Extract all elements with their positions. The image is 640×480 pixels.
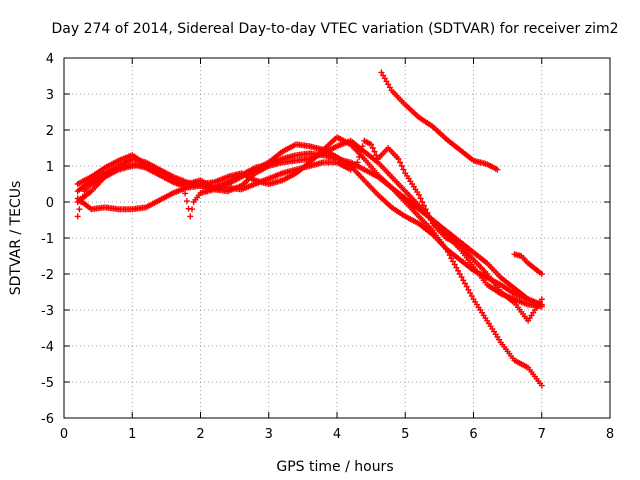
series-track-4 bbox=[74, 150, 545, 310]
y-axis-title: SDTVAR / TECUs bbox=[8, 181, 24, 296]
x-tick-label: 3 bbox=[265, 427, 273, 442]
y-tick-label: -3 bbox=[41, 304, 54, 319]
series-track-5 bbox=[74, 137, 545, 324]
marker-trace bbox=[74, 150, 545, 310]
x-tick-label: 5 bbox=[401, 427, 409, 442]
marker-trace bbox=[74, 137, 545, 324]
axis-ticks: 0 1 2 3 4 5 6 7 8 -6 -5 -4 -3 -2 -1 0 1 2 3 4 bbox=[41, 52, 614, 442]
x-tick-label: 1 bbox=[128, 427, 136, 442]
y-tick-label: 4 bbox=[46, 52, 54, 67]
y-tick-label: 1 bbox=[46, 160, 54, 175]
y-tick-label: -5 bbox=[41, 376, 54, 391]
y-tick-label: -6 bbox=[41, 412, 54, 427]
marker-trace bbox=[378, 69, 501, 173]
y-tick-label: -4 bbox=[41, 340, 54, 355]
y-tick-label: 2 bbox=[46, 124, 54, 139]
chart-title: Day 274 of 2014, Sidereal Day-to-day VTE… bbox=[52, 21, 619, 37]
y-tick-label: 3 bbox=[46, 88, 54, 103]
y-tick-label: -1 bbox=[41, 232, 54, 247]
y-tick-label: -2 bbox=[41, 268, 54, 283]
x-axis-title: GPS time / hours bbox=[276, 459, 393, 475]
x-tick-label: 6 bbox=[469, 427, 477, 442]
x-tick-label: 8 bbox=[606, 427, 614, 442]
y-tick-label: 0 bbox=[46, 196, 54, 211]
x-tick-label: 4 bbox=[333, 427, 341, 442]
series-track-6 bbox=[378, 69, 501, 173]
x-tick-label: 0 bbox=[60, 427, 68, 442]
x-tick-label: 2 bbox=[196, 427, 204, 442]
x-tick-label: 7 bbox=[538, 427, 546, 442]
grid bbox=[64, 58, 610, 418]
data-series bbox=[74, 69, 545, 389]
series-track-7 bbox=[511, 251, 545, 277]
marker-trace bbox=[511, 251, 545, 277]
